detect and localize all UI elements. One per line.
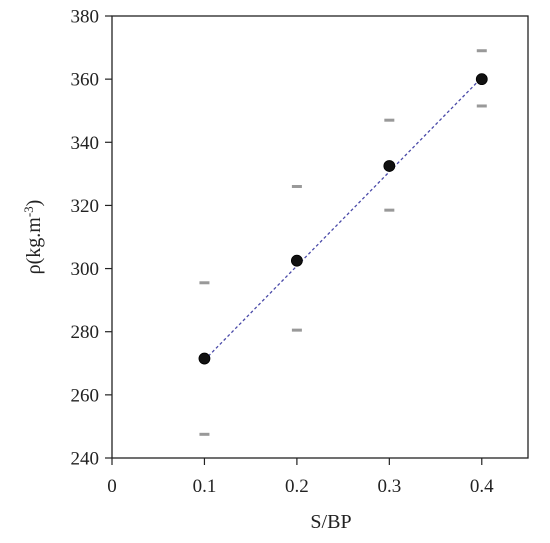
y-tick-label: 240 [71,449,100,470]
y-axis-title: ρ(kg.m-3) [21,200,45,275]
plot-area: 0 0.1 0.2 0.3 0.4 240 260 280 300 320 340 360 380 [71,7,529,497]
x-tick-label: 0.1 [193,476,217,497]
y-axis-title-close: ) [23,200,45,207]
y-tick-label: 340 [71,133,100,154]
x-tick-label: 0 [107,476,117,497]
y-axis-title-superscript: -3 [21,206,36,217]
data-point [383,160,396,172]
y-tick-label: 300 [71,259,100,280]
x-axis-title: S/BP [310,511,351,533]
y-tick-label: 360 [71,70,100,91]
y-tick-label: 380 [71,7,100,28]
data-point [290,254,303,267]
data-point [475,73,488,86]
x-tick-label: 0.2 [285,476,309,497]
x-tick-label: 0.3 [377,476,401,497]
y-tick-label: 260 [71,385,100,406]
fit-line [203,77,483,361]
x-tick-label: 0.4 [470,476,494,497]
y-tick-label: 280 [71,322,100,343]
y-axis-title-main: ρ(kg.m [23,217,45,275]
y-tick-label: 320 [71,196,100,217]
data-point [198,352,211,365]
plot-frame [111,15,529,459]
